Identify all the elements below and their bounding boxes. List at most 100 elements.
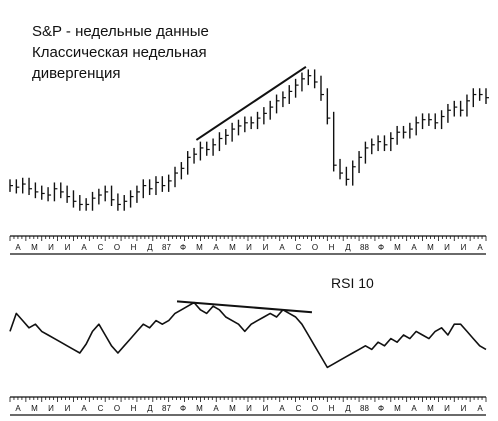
price-divergence-trendline	[195, 66, 307, 141]
price-bar	[421, 113, 426, 130]
price-month-label: 87	[162, 243, 171, 252]
rsi-month-label: И	[444, 404, 450, 413]
price-month-label: Ф	[378, 243, 384, 252]
price-month-label: Д	[345, 243, 351, 252]
price-bar	[371, 138, 375, 155]
chart-subtitle-line2: дивергенция	[32, 65, 121, 82]
price-bar	[136, 185, 140, 203]
rsi-month-label: А	[81, 404, 87, 413]
price-bar	[9, 179, 13, 192]
price-bar	[282, 91, 286, 108]
price-month-label: О	[114, 243, 120, 252]
price-bar	[66, 185, 71, 203]
price-bar	[167, 174, 172, 192]
price-bar	[79, 195, 83, 211]
price-month-label: А	[81, 243, 87, 252]
price-bar	[332, 111, 337, 172]
price-bar	[129, 190, 134, 208]
price-bar	[320, 75, 324, 101]
price-month-label: М	[394, 243, 401, 252]
price-bar	[244, 116, 248, 133]
price-month-label: И	[246, 243, 252, 252]
price-bar	[117, 193, 121, 211]
price-bar	[447, 103, 451, 123]
price-bar	[47, 187, 52, 202]
price-month-label: М	[31, 243, 38, 252]
price-bar	[453, 100, 458, 117]
price-bar	[459, 100, 464, 117]
price-bar	[15, 179, 20, 194]
price-bar	[187, 151, 191, 175]
price-bar	[231, 122, 236, 142]
price-bar	[41, 185, 45, 200]
price-bar	[110, 185, 115, 207]
price-bar	[415, 116, 420, 136]
price-bar	[263, 107, 267, 125]
price-month-label: Н	[131, 243, 137, 252]
chart-subtitle-line1: Классическая недельная	[32, 44, 207, 61]
price-bar	[339, 158, 344, 180]
price-bar	[237, 119, 242, 136]
price-bar	[434, 113, 439, 130]
rsi-month-label: Н	[329, 404, 335, 413]
price-bar	[377, 135, 382, 152]
price-bar	[180, 162, 185, 180]
price-bar	[123, 195, 128, 211]
price-bar	[396, 125, 401, 145]
rsi-month-label: И	[461, 404, 467, 413]
price-bar	[212, 138, 217, 156]
rsi-line-group	[9, 301, 487, 369]
price-bar	[345, 166, 350, 186]
rsi-month-label: А	[477, 404, 483, 413]
price-bar	[225, 129, 229, 145]
rsi-month-label: Ф	[378, 404, 384, 413]
price-bar	[313, 69, 318, 89]
price-bar	[53, 182, 58, 202]
price-bar	[390, 132, 394, 152]
rsi-month-label: А	[411, 404, 417, 413]
price-month-label: Д	[147, 243, 153, 252]
price-bar	[485, 88, 489, 104]
rsi-month-label: Д	[345, 404, 351, 413]
price-bar	[326, 88, 331, 125]
price-month-label: И	[263, 243, 269, 252]
price-bar	[193, 147, 198, 164]
chart-title: S&P - недельные данные	[32, 23, 209, 40]
rsi-month-label: М	[394, 404, 401, 413]
price-bar	[364, 141, 369, 164]
price-bar	[142, 179, 147, 199]
price-bar	[148, 179, 153, 196]
price-bar	[307, 69, 312, 86]
price-month-label: И	[48, 243, 54, 252]
price-bar	[161, 176, 166, 192]
price-bar	[91, 191, 96, 211]
rsi-month-label: И	[48, 404, 54, 413]
price-bar	[104, 185, 109, 202]
price-bar	[206, 141, 210, 156]
rsi-month-label: И	[263, 404, 269, 413]
price-bar	[199, 141, 204, 161]
price-month-label: Н	[329, 243, 335, 252]
rsi-month-label: А	[213, 404, 219, 413]
rsi-month-label: С	[98, 404, 104, 413]
price-bar	[352, 160, 356, 186]
rsi-month-label: Д	[147, 404, 153, 413]
rsi-month-label: С	[296, 404, 302, 413]
price-month-label: А	[15, 243, 21, 252]
price-bar	[269, 100, 274, 120]
price-bar	[478, 88, 483, 101]
rsi-month-label: М	[196, 404, 203, 413]
price-bar	[402, 125, 407, 139]
price-bar	[60, 182, 64, 199]
price-bar	[409, 122, 413, 139]
price-bar	[288, 85, 293, 104]
rsi-series-line	[9, 301, 487, 369]
price-bar	[218, 132, 223, 152]
price-bar	[72, 190, 77, 208]
price-bar	[383, 135, 388, 152]
price-month-label: С	[98, 243, 104, 252]
rsi-month-label: Ф	[180, 404, 186, 413]
price-bar	[472, 88, 477, 108]
price-month-label: А	[411, 243, 417, 252]
